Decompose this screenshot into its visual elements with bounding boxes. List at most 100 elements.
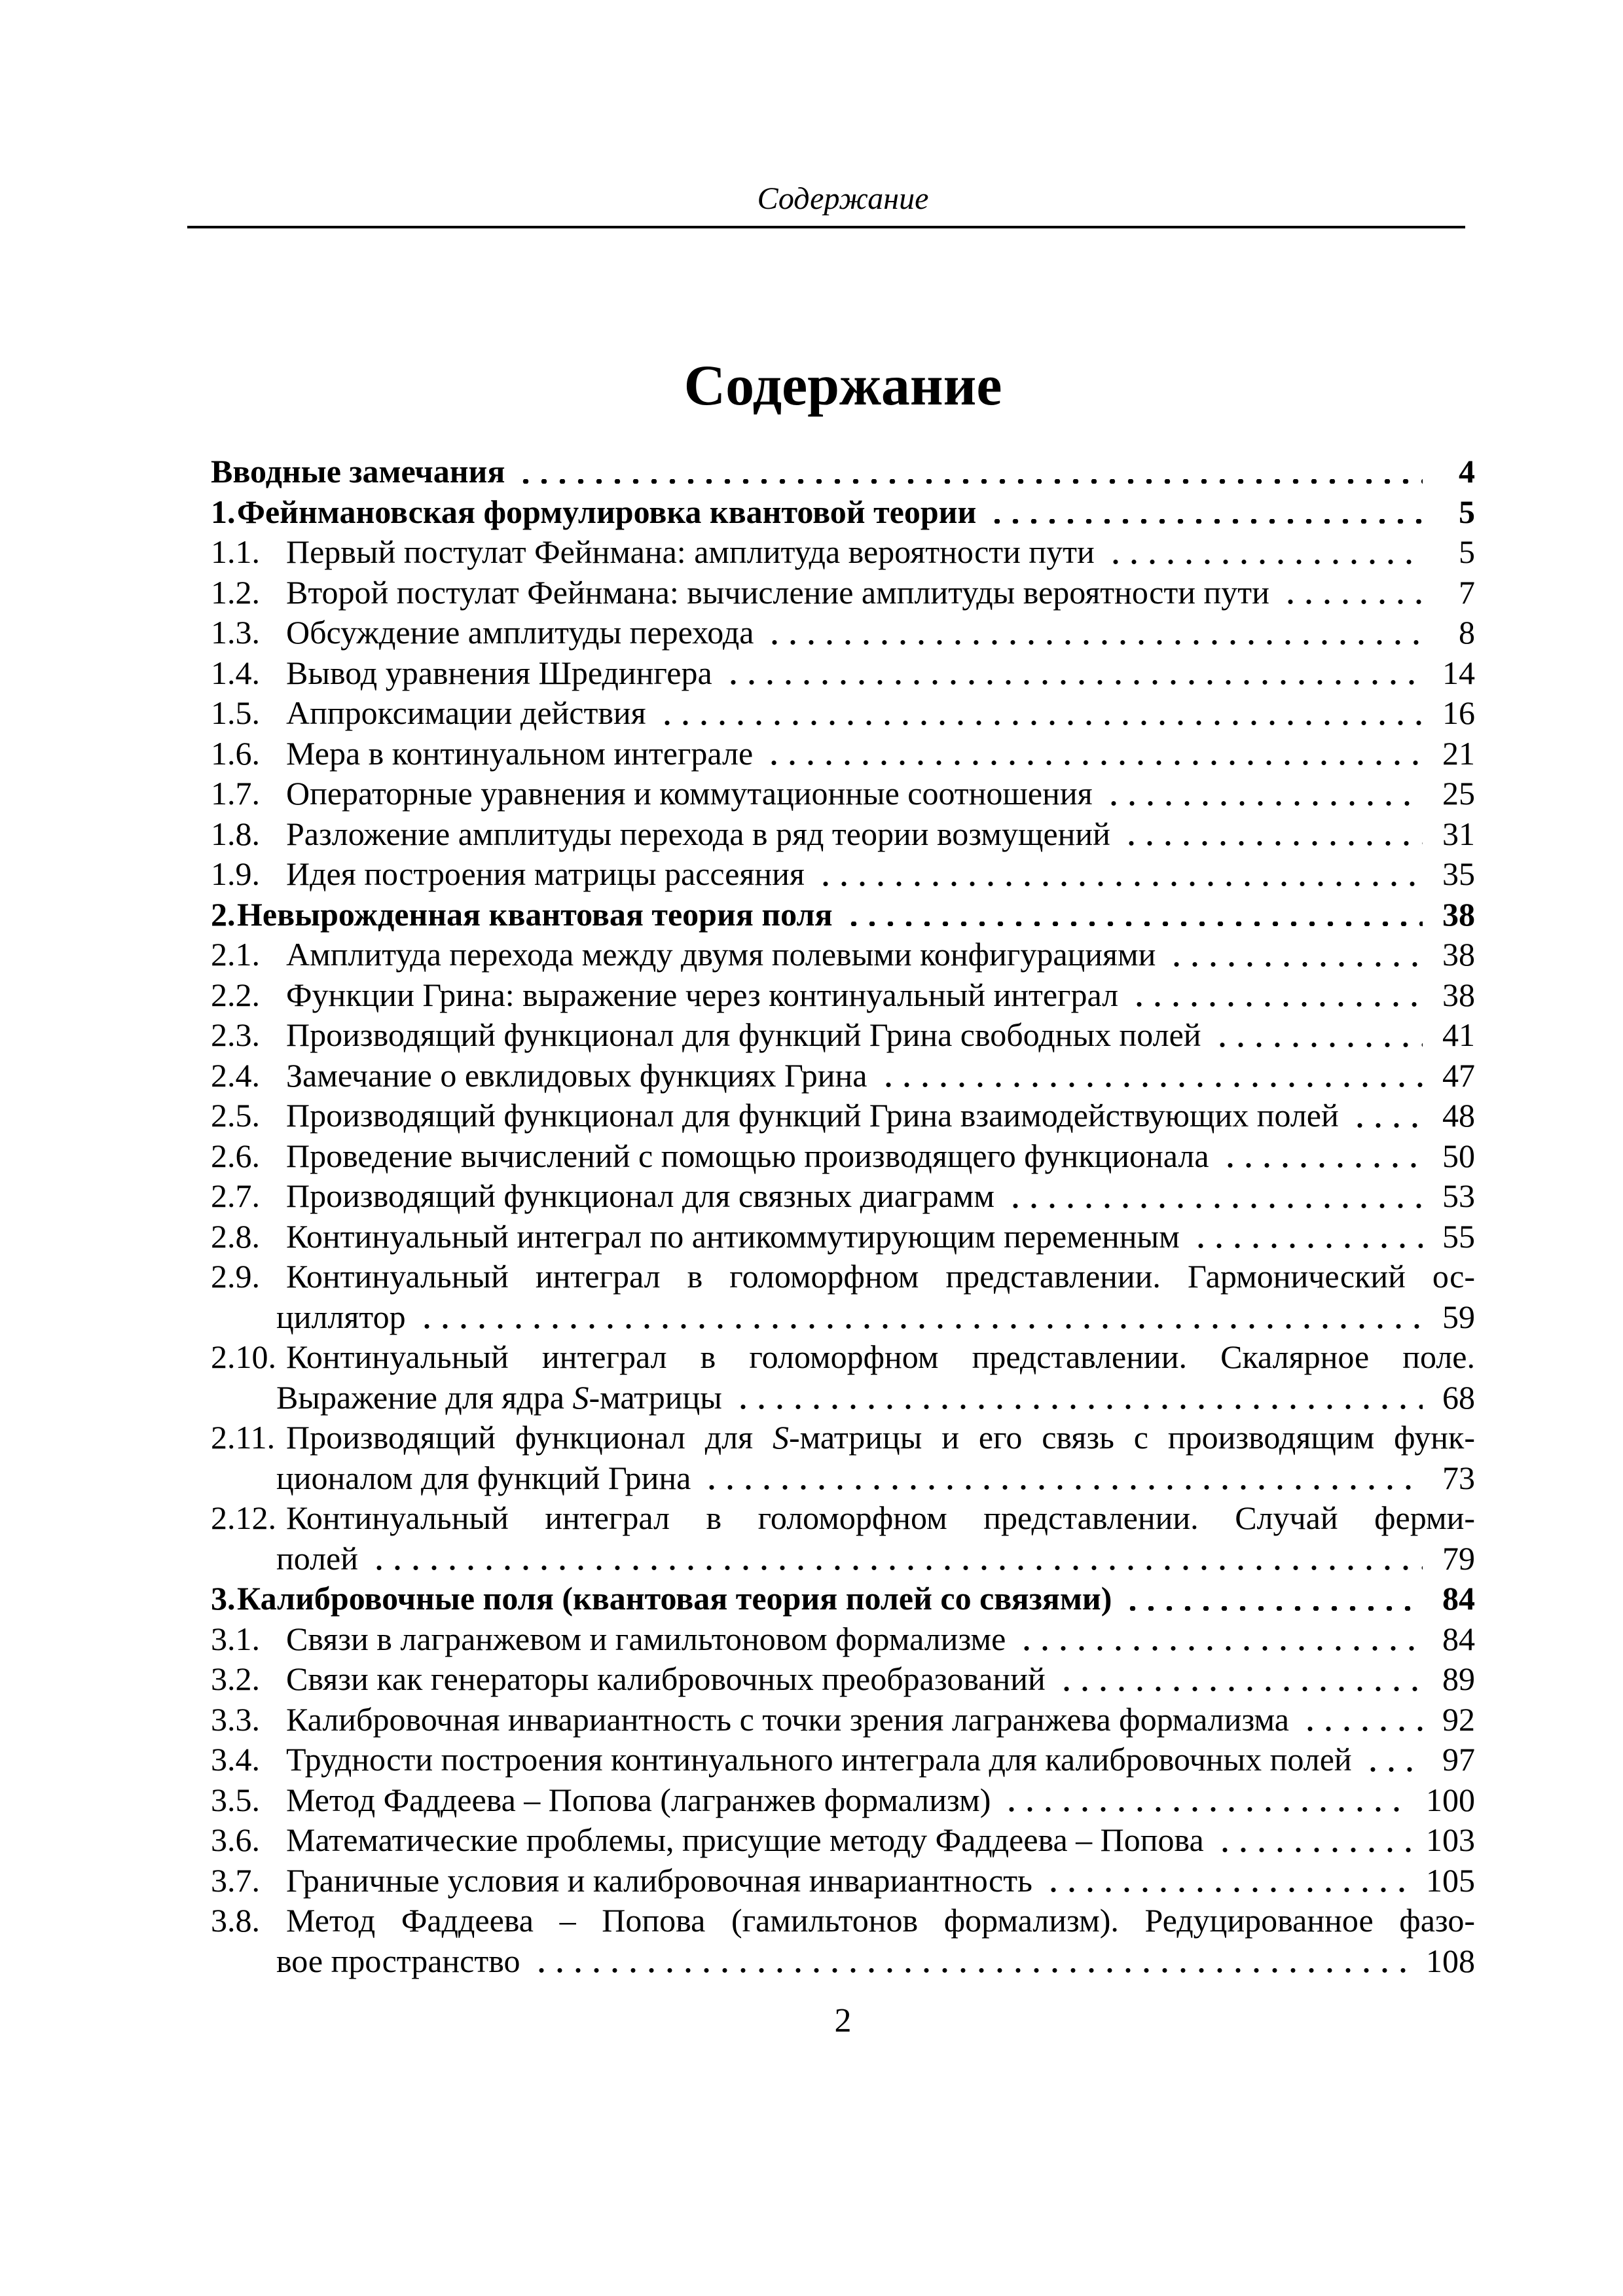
toc-entry-title: Мера в континуальном интеграле [286, 734, 754, 772]
dotted-leader [876, 1055, 1423, 1096]
toc-entry-title: Континуальный интеграл в голоморфном пре… [286, 1499, 1475, 1536]
toc-entry-page: 38 [1442, 976, 1475, 1013]
toc-entry[interactable]: 2.3. Производящий функционал для функций… [211, 1015, 1475, 1056]
toc-entry[interactable]: 3.3. Калибровочная инвариантность с точк… [211, 1699, 1475, 1740]
toc-entry-number: 2.11. [211, 1419, 276, 1456]
toc-entry-title: Замечание о евклидовых функциях Грина [286, 1056, 867, 1094]
toc-entry[interactable]: циллятор 59 [211, 1297, 1475, 1337]
dotted-leader [1000, 1780, 1412, 1820]
toc-entry[interactable]: Вводные замечания 4 [211, 452, 1475, 492]
toc-entry[interactable]: 2.6. Проведение вычислений с помощью про… [211, 1136, 1475, 1176]
toc-entry[interactable]: 1.2. Второй постулат Фейнмана: вычислени… [211, 572, 1475, 613]
toc-entry[interactable]: 2.9. Континуальный интеграл в голоморфно… [211, 1257, 1475, 1297]
toc-entry-title: Математические проблемы, присущие методу… [286, 1821, 1204, 1858]
toc-entry[interactable]: полей 79 [211, 1538, 1475, 1579]
toc-entry[interactable]: 1.6. Мера в континуальном интеграле 21 [211, 733, 1475, 774]
toc-entry-number: 1.5. [211, 694, 260, 731]
toc-entry-title: Первый постулат Фейнмана: амплитуда веро… [286, 533, 1095, 570]
toc-entry-page: 41 [1442, 1016, 1475, 1053]
toc-entry[interactable]: 1.1. Первый постулат Фейнмана: амплитуда… [211, 532, 1475, 573]
toc-entry-number: 2.8. [211, 1217, 260, 1255]
toc-entry-page: 53 [1442, 1177, 1475, 1214]
toc-entry[interactable]: 1.5. Аппроксимации действия 16 [211, 693, 1475, 734]
toc-entry-number: 2. [211, 895, 236, 933]
toc-entry[interactable]: 1.7. Операторные уравнения и коммутацион… [211, 774, 1475, 814]
toc-entry-page: 4 [1459, 453, 1475, 490]
toc-entry[interactable]: 2.8. Континуальный интеграл по антикомму… [211, 1216, 1475, 1257]
dotted-leader [1165, 935, 1423, 975]
toc-entry[interactable]: 1.8. Разложение амплитуды перехода в ряд… [211, 814, 1475, 854]
toc-entry[interactable]: 3.6. Математические проблемы, присущие м… [211, 1820, 1475, 1861]
toc-entry-number: 1.1. [211, 533, 260, 570]
toc-entry-title: циллятор [276, 1298, 406, 1335]
toc-entry-page: 92 [1442, 1700, 1475, 1738]
toc-entry-title: Метод Фаддеева – Попова (лагранжев форма… [286, 1781, 991, 1818]
toc-entry-number: 2.12. [211, 1499, 276, 1536]
toc-entry[interactable]: 2.10. Континуальный интеграл в голоморфн… [211, 1337, 1475, 1378]
toc-entry-title: Идея построения матрицы рассеяния [286, 855, 805, 892]
toc-entry[interactable]: 1. Фейнмановская формулировка квантовой … [211, 492, 1475, 532]
dotted-leader [985, 492, 1423, 532]
toc-entry-number: 3.7. [211, 1861, 260, 1899]
toc-entry[interactable]: 2.12. Континуальный интеграл в голоморфн… [211, 1498, 1475, 1539]
toc-entry-page: 35 [1442, 855, 1475, 892]
dotted-leader [1188, 1216, 1423, 1257]
dotted-leader [414, 1297, 1423, 1337]
toc-entry[interactable]: 3.8. Метод Фаддеева – Попова (гамильтоно… [211, 1901, 1475, 1941]
footer-page-number: 2 [834, 2002, 852, 2039]
toc-entry-number: 2.9. [211, 1258, 260, 1295]
toc-entry-title: Обсуждение амплитуды перехода [286, 614, 754, 651]
toc-entry-number: 2.6. [211, 1137, 260, 1174]
toc-entry[interactable]: 3.4. Трудности построения континуального… [211, 1740, 1475, 1780]
dotted-leader [1119, 814, 1423, 854]
toc-entry[interactable]: 3. Калибровочные поля (квантовая теория … [211, 1579, 1475, 1619]
toc-entry-title: Производящий функционал для функций Грин… [286, 1016, 1201, 1053]
dotted-leader [1101, 774, 1423, 814]
toc-entry-title: Трудности построения континуального инте… [286, 1741, 1352, 1778]
dotted-leader [721, 653, 1423, 693]
toc-entry[interactable]: ционалом для функций Грина 73 [211, 1458, 1475, 1498]
toc-entry[interactable]: 2.4. Замечание о евклидовых функциях Гри… [211, 1055, 1475, 1096]
toc-entry[interactable]: 2.7. Производящий функционал для связных… [211, 1176, 1475, 1217]
toc-entry[interactable]: 3.2. Связи как генераторы калибровочных … [211, 1659, 1475, 1700]
toc-entry[interactable]: 2.11. Производящий функционал для S-матр… [211, 1418, 1475, 1458]
toc-entry[interactable]: 2. Невырожденная квантовая теория поля 3… [211, 894, 1475, 935]
toc-entry[interactable]: 3.1. Связи в лагранжевом и гамильтоновом… [211, 1619, 1475, 1659]
toc-entry-page: 16 [1442, 694, 1475, 731]
toc-entry-title: Калибровочные поля (квантовая теория пол… [237, 1580, 1112, 1617]
dotted-leader [1003, 1176, 1423, 1217]
toc-entry-number: 3.2. [211, 1660, 260, 1697]
toc-entry-number: 3.1. [211, 1620, 260, 1657]
toc-entry-page: 84 [1442, 1620, 1475, 1657]
toc-entry-page: 84 [1442, 1580, 1475, 1617]
dotted-leader [700, 1458, 1423, 1498]
toc-entry[interactable]: 1.9. Идея построения матрицы рассеяния 3… [211, 854, 1475, 895]
toc-entry-title: Связи как генераторы калибровочных преоб… [286, 1660, 1046, 1697]
toc-entry-number: 3.4. [211, 1741, 260, 1778]
toc-entry-number: 2.5. [211, 1097, 260, 1134]
toc-entry-number: 2.10. [211, 1338, 276, 1375]
toc-entry-title: Разложение амплитуды перехода в ряд теор… [286, 815, 1110, 852]
toc-entry[interactable]: вое пространство 108 [211, 1941, 1475, 1981]
dotted-leader [655, 693, 1423, 734]
toc-entry-page: 55 [1442, 1217, 1475, 1255]
toc-entry-title: Континуальный интеграл по антикоммутирую… [286, 1217, 1180, 1255]
dotted-leader [731, 1377, 1423, 1418]
toc-entry[interactable]: 1.4. Вывод уравнения Шредингера 14 [211, 653, 1475, 693]
toc-entry[interactable]: 2.5. Производящий функционал для функций… [211, 1096, 1475, 1136]
toc-entry-title: Вывод уравнения Шредингера [286, 654, 712, 691]
toc-entry-title: Амплитуда перехода между двумя полевыми … [286, 936, 1156, 973]
toc-entry[interactable]: 1.3. Обсуждение амплитуды перехода 8 [211, 613, 1475, 653]
dotted-leader [1127, 975, 1423, 1015]
toc-entry[interactable]: 2.2. Функции Грина: выражение через конт… [211, 975, 1475, 1015]
toc-entry[interactable]: 2.1. Амплитуда перехода между двумя поле… [211, 935, 1475, 975]
dotted-leader [1041, 1860, 1412, 1901]
toc-entry-number: 1.7. [211, 775, 260, 812]
toc-entry[interactable]: 3.5. Метод Фаддеева – Попова (лагранжев … [211, 1780, 1475, 1820]
toc-entry[interactable]: 3.7. Граничные условия и калибровочная и… [211, 1860, 1475, 1901]
dotted-leader [1360, 1740, 1423, 1780]
toc-entry[interactable]: Выражение для ядра S-матрицы 68 [211, 1377, 1475, 1418]
toc-entry-page: 100 [1426, 1781, 1475, 1818]
toc-entry-title: Метод Фаддеева – Попова (гамильтонов фор… [286, 1902, 1475, 1939]
toc-entry-page: 108 [1426, 1942, 1475, 1979]
